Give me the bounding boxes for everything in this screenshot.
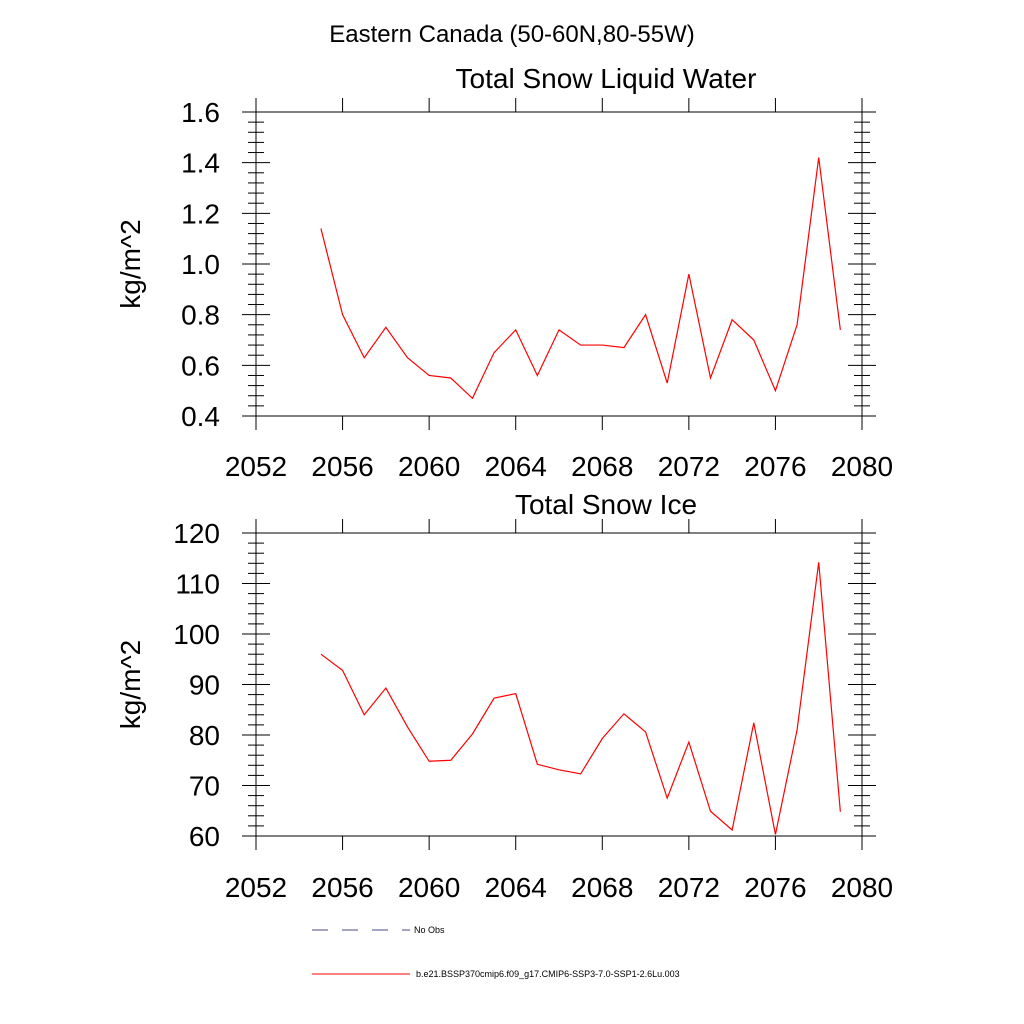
x-tick-label: 2076 <box>744 872 806 903</box>
y-tick-label: 100 <box>173 619 220 650</box>
chart-panel-1: Total Snow Liquid Water kg/m^2 2052 2056 206… <box>115 63 893 482</box>
x-tick-label: 2080 <box>831 451 893 482</box>
x-tick-label: 2064 <box>485 451 547 482</box>
chart-panel-2: Total Snow Ice kg/m^2 2052 2056 2060 2064 2068… <box>115 489 893 903</box>
y-tick-label: 0.6 <box>181 350 220 381</box>
x-tick-label: 2064 <box>485 872 547 903</box>
y-tick-label: 110 <box>175 569 220 600</box>
y-tick-label: 1.6 <box>181 97 220 128</box>
y-axis-label: kg/m^2 <box>115 640 146 729</box>
y-tick-label: 1.0 <box>181 249 220 280</box>
x-tick-label: 2056 <box>311 451 373 482</box>
y-tick-label: 90 <box>189 670 220 701</box>
y-tick-label: 0.8 <box>181 300 220 331</box>
x-tick-label: 2068 <box>571 872 633 903</box>
legend-label: No Obs <box>414 925 445 935</box>
chart-panels: Total Snow Liquid Water kg/m^2 2052 2056 206… <box>115 63 893 903</box>
x-tick-label: 2052 <box>225 451 287 482</box>
chart-title: Total Snow Ice <box>515 489 697 520</box>
x-tick-label: 2072 <box>658 451 720 482</box>
plot-frame <box>255 111 863 417</box>
series-line <box>320 157 841 400</box>
y-tick-label: 1.4 <box>181 148 220 179</box>
y-tick-label: 1.2 <box>181 198 220 229</box>
y-tick-label: 120 <box>173 518 220 549</box>
y-tick-label: 0.4 <box>181 401 220 432</box>
x-tick-label: 2056 <box>311 872 373 903</box>
x-tick-label: 2052 <box>225 872 287 903</box>
x-tick-label: 2076 <box>744 451 806 482</box>
y-axis-label: kg/m^2 <box>115 219 146 308</box>
y-tick-label: 80 <box>189 720 220 751</box>
chart-title: Total Snow Liquid Water <box>456 63 757 94</box>
legend-label: b.e21.BSSP370cmip6.f09_g17.CMIP6-SSP3-7.… <box>416 969 680 979</box>
x-tick-label: 2060 <box>398 451 460 482</box>
series-line <box>320 562 841 835</box>
y-tick-label: 60 <box>189 821 220 852</box>
main-title: Eastern Canada (50-60N,80-55W) <box>329 21 695 48</box>
x-tick-label: 2072 <box>658 872 720 903</box>
plot-frame <box>255 532 863 837</box>
legend: No Obs b.e21.BSSP370cmip6.f09_g17.CMIP6-S… <box>312 925 680 979</box>
x-tick-label: 2068 <box>571 451 633 482</box>
y-tick-label: 70 <box>189 771 220 802</box>
x-tick-label: 2080 <box>831 872 893 903</box>
x-tick-label: 2060 <box>398 872 460 903</box>
